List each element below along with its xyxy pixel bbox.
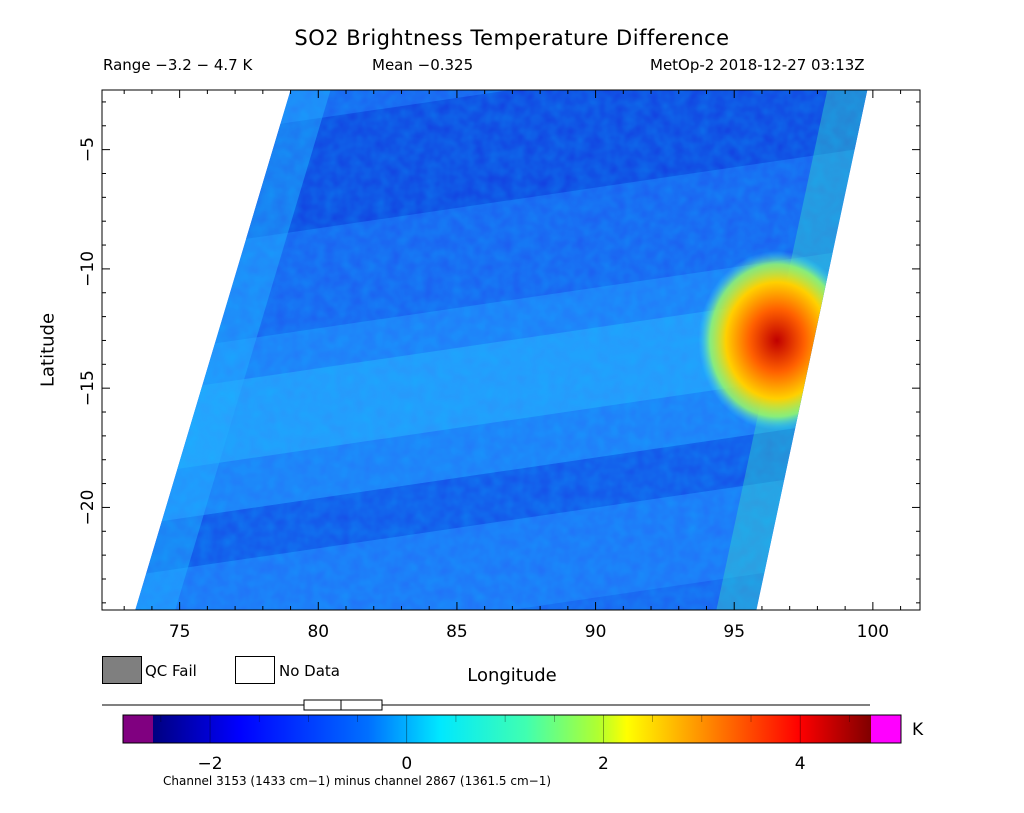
colorbar-high-swatch [871, 715, 901, 743]
y-axis: −5 −10 −15 −20 [78, 101, 920, 604]
colorbar-low-swatch [123, 715, 153, 743]
satellite-time-label: MetOp-2 2018-12-27 03:13Z [650, 56, 865, 74]
colorbar [153, 715, 871, 743]
colorbar-tick-label: 2 [598, 754, 609, 774]
x-tick-label: 100 [857, 622, 889, 642]
colorbar-tick-label: 0 [401, 754, 412, 774]
colorbar-tick-label: −2 [198, 754, 223, 774]
qc-fail-label: QC Fail [145, 662, 197, 680]
colorbar-frame [122, 714, 902, 744]
x-tick-label: 90 [585, 622, 607, 642]
colorbar-ticks: −2 0 2 4 [160, 715, 850, 774]
colorbar-tick-label: 4 [795, 754, 806, 774]
mean-label: Mean −0.325 [372, 56, 474, 74]
chart-title: SO2 Brightness Temperature Difference [294, 26, 730, 50]
swath-heatmap [135, 90, 868, 610]
x-tick-label: 95 [723, 622, 745, 642]
no-data-label: No Data [279, 662, 340, 680]
plot-frame [101, 89, 921, 611]
x-tick-label: 85 [446, 622, 468, 642]
channel-footnote: Channel 3153 (1433 cm−1) minus channel 2… [163, 774, 552, 788]
y-tick-label: −20 [78, 489, 98, 525]
qc-fail-swatch [102, 656, 142, 684]
x-tick-label: 80 [307, 622, 329, 642]
colorbar-range-box [303, 699, 383, 711]
so2-plume [698, 250, 856, 431]
no-data-swatch [235, 656, 275, 684]
y-tick-label: −10 [78, 251, 98, 287]
x-tick-label: 75 [169, 622, 191, 642]
x-axis-label: Longitude [467, 665, 557, 686]
y-axis-label: Latitude [37, 312, 59, 388]
y-tick-label: −5 [78, 137, 98, 162]
x-axis: 75 80 85 90 95 100 [123, 90, 902, 642]
range-label: Range −3.2 − 4.7 K [103, 56, 253, 74]
y-tick-label: −15 [78, 370, 98, 406]
colorbar-unit: K [912, 720, 924, 740]
